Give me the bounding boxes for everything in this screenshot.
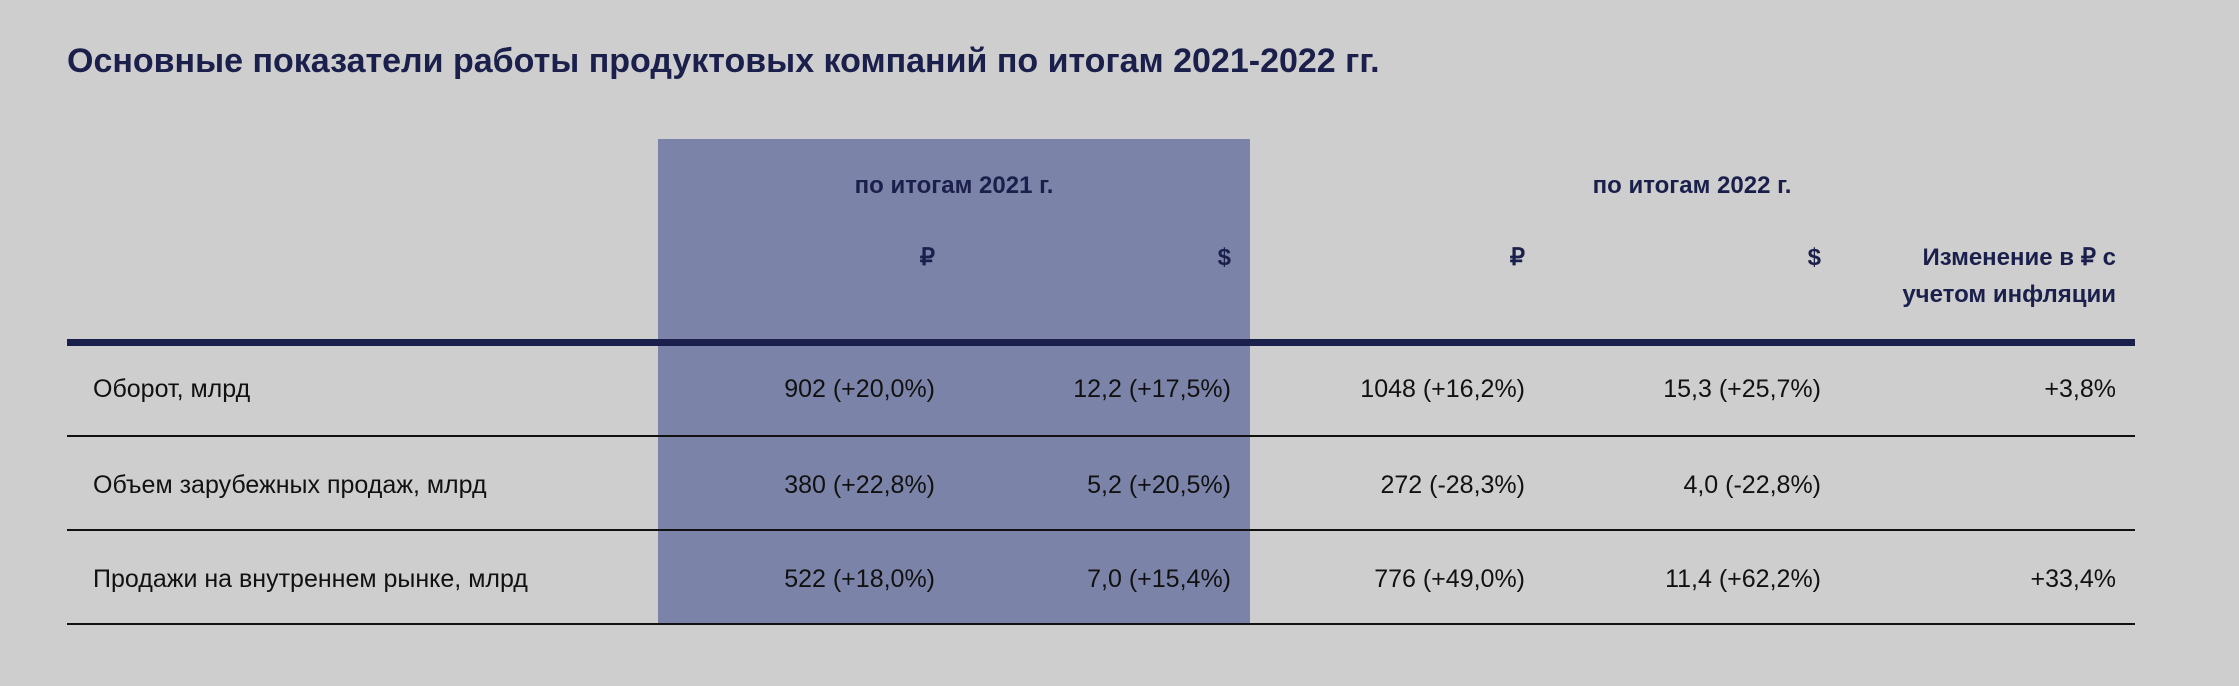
cell-value: 11,4 (+62,2%) xyxy=(1665,565,1821,593)
cell-value: +3,8% xyxy=(2044,375,2116,403)
row-label: Оборот, млрд xyxy=(93,375,251,403)
column-header: ₽ xyxy=(1509,244,1525,271)
cell-value: 5,2 (+20,5%) xyxy=(1087,471,1231,499)
cell-value: 7,0 (+15,4%) xyxy=(1087,565,1231,593)
cell-value: 12,2 (+17,5%) xyxy=(1073,375,1231,403)
group-header: по итогам 2022 г. xyxy=(1592,172,1792,199)
cell-value: 272 (-28,3%) xyxy=(1380,471,1525,499)
cell-value: 522 (+18,0%) xyxy=(784,565,935,593)
cell-value: 15,3 (+25,7%) xyxy=(1663,375,1821,403)
group-header: по итогам 2021 г. xyxy=(854,172,1054,199)
row-rule xyxy=(67,623,2135,625)
cell-value: 380 (+22,8%) xyxy=(784,471,935,499)
header-rule xyxy=(67,339,2135,346)
title: Основные показатели работы продуктовых к… xyxy=(67,42,1380,80)
column-header: Изменение в ₽ с учетом инфляции xyxy=(1902,244,2116,308)
row-label: Продажи на внутреннем рынке, млрд xyxy=(93,565,528,593)
cell-value: 902 (+20,0%) xyxy=(784,375,935,403)
cell-value: 1048 (+16,2%) xyxy=(1360,375,1525,403)
highlight-column xyxy=(658,139,1250,624)
row-rule xyxy=(67,529,2135,531)
column-header: $ xyxy=(1807,244,1821,271)
row-label: Объем зарубежных продаж, млрд xyxy=(93,471,487,499)
column-header: $ xyxy=(1217,244,1231,271)
cell-value: +33,4% xyxy=(2030,565,2117,593)
cell-value: 4,0 (-22,8%) xyxy=(1683,471,1821,499)
row-rule xyxy=(67,435,2135,437)
cell-value: 776 (+49,0%) xyxy=(1374,565,1525,593)
column-header: ₽ xyxy=(919,244,935,271)
